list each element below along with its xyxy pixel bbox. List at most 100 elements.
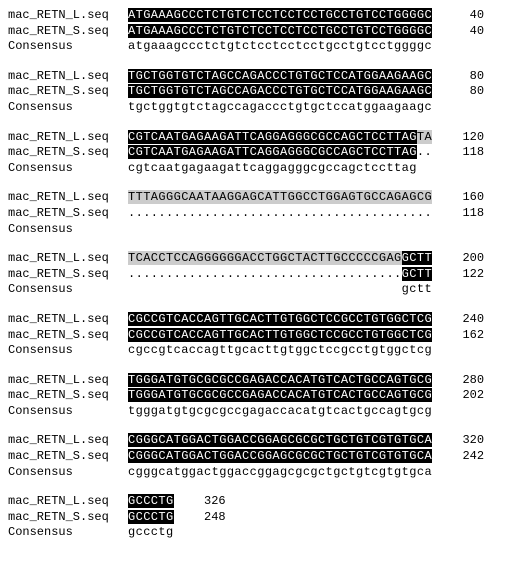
sequence-text: TGCTGGTGTCTAGCCAGACCCTGTGCTCCATGGAAGAAGC [128, 84, 432, 100]
sequence-text: CGGGCATGGACTGGACCGGAGCGCGCTGCTGTCGTGTGCA [128, 433, 432, 449]
alignment-block: mac_RETN_L.seqCGTCAATGAGAAGATTCAGGAGGGCG… [8, 130, 506, 177]
position-number: 162 [432, 328, 484, 344]
position-number: 118 [432, 145, 484, 161]
alignment-row: mac_RETN_S.seqTGCTGGTGTCTAGCCAGACCCTGTGC… [8, 84, 506, 100]
sequence-text: GCCCTG [128, 510, 174, 526]
alignment-row: mac_RETN_L.seqATGAAAGCCCTCTGTCTCCTCCTCCT… [8, 8, 506, 24]
sequence-text: cgtcaatgagaagattcaggagggcgccagctccttag [128, 161, 417, 177]
sequence-text: CGCCGTCACCAGTTGCACTTGTGGCTCCGCCTGTGGCTCG [128, 328, 432, 344]
alignment-block: mac_RETN_L.seqTCACCTCCAGGGGGGACCTGGCTACT… [8, 251, 506, 298]
sequence-label: mac_RETN_L.seq [8, 130, 128, 146]
sequence-label: Consensus [8, 39, 128, 55]
alignment-row: mac_RETN_S.seqATGAAAGCCCTCTGTCTCCTCCTCCT… [8, 24, 506, 40]
alignment-row: mac_RETN_L.seqCGCCGTCACCAGTTGCACTTGTGGCT… [8, 312, 506, 328]
position-number: 40 [432, 24, 484, 40]
sequence-text: gctt [128, 282, 432, 298]
alignment-row: Consensus gctt [8, 282, 506, 298]
alignment-block: mac_RETN_L.seqATGAAAGCCCTCTGTCTCCTCCTCCT… [8, 8, 506, 55]
position-number: 240 [432, 312, 484, 328]
alignment-row: mac_RETN_L.seqCGTCAATGAGAAGATTCAGGAGGGCG… [8, 130, 506, 146]
alignment-row: mac_RETN_S.seqCGGGCATGGACTGGACCGGAGCGCGC… [8, 449, 506, 465]
sequence-label: Consensus [8, 282, 128, 298]
sequence-text: gccctg [128, 525, 174, 541]
sequence-label: Consensus [8, 465, 128, 481]
sequence-label: mac_RETN_S.seq [8, 328, 128, 344]
sequence-text: TTTAGGGCAATAAGGAGCATTGGCCTGGAGTGCCAGAGCG [128, 190, 432, 206]
sequence-text: CGTCAATGAGAAGATTCAGGAGGGCGCCAGCTCCTTAG.. [128, 145, 432, 161]
alignment-row: mac_RETN_S.seq..........................… [8, 206, 506, 222]
sequence-label: mac_RETN_S.seq [8, 388, 128, 404]
sequence-text: cgggcatggactggaccggagcgcgctgctgtcgtgtgca [128, 465, 432, 481]
alignment-row: mac_RETN_S.seqCGCCGTCACCAGTTGCACTTGTGGCT… [8, 328, 506, 344]
sequence-text: atgaaagccctctgtctcctcctcctgcctgtcctggggc [128, 39, 432, 55]
position-number: 122 [432, 267, 484, 283]
position-number: 118 [432, 206, 484, 222]
alignment-row: mac_RETN_S.seqTGGGATGTGCGCGCCGAGACCACATG… [8, 388, 506, 404]
alignment-block: mac_RETN_L.seqCGGGCATGGACTGGACCGGAGCGCGC… [8, 433, 506, 480]
position-number: 80 [432, 84, 484, 100]
sequence-text: ....................................GCTT [128, 267, 432, 283]
position-number: 200 [432, 251, 484, 267]
position-number: 160 [432, 190, 484, 206]
sequence-label: mac_RETN_S.seq [8, 84, 128, 100]
alignment-row: mac_RETN_L.seqCGGGCATGGACTGGACCGGAGCGCGC… [8, 433, 506, 449]
alignment-row: mac_RETN_L.seqTCACCTCCAGGGGGGACCTGGCTACT… [8, 251, 506, 267]
alignment-block: mac_RETN_L.seqTGCTGGTGTCTAGCCAGACCCTGTGC… [8, 69, 506, 116]
alignment-row: Consensuscgccgtcaccagttgcacttgtggctccgcc… [8, 343, 506, 359]
sequence-label: mac_RETN_L.seq [8, 312, 128, 328]
alignment-row: Consensustgggatgtgcgcgccgagaccacatgtcact… [8, 404, 506, 420]
position-number: 40 [432, 8, 484, 24]
position-number: 320 [432, 433, 484, 449]
sequence-label: mac_RETN_S.seq [8, 267, 128, 283]
sequence-text: CGTCAATGAGAAGATTCAGGAGGGCGCCAGCTCCTTAGTA [128, 130, 432, 146]
sequence-label: Consensus [8, 161, 128, 177]
alignment-block: mac_RETN_L.seqCGCCGTCACCAGTTGCACTTGTGGCT… [8, 312, 506, 359]
alignment-row: mac_RETN_L.seqTGCTGGTGTCTAGCCAGACCCTGTGC… [8, 69, 506, 85]
sequence-text: TCACCTCCAGGGGGGACCTGGCTACTTGCCCCCGAGGCTT [128, 251, 432, 267]
sequence-text: tgggatgtgcgcgccgagaccacatgtcactgccagtgcg [128, 404, 432, 420]
alignment-block: mac_RETN_L.seqTTTAGGGCAATAAGGAGCATTGGCCT… [8, 190, 506, 237]
alignment-block: mac_RETN_L.seqTGGGATGTGCGCGCCGAGACCACATG… [8, 373, 506, 420]
position-number: 202 [432, 388, 484, 404]
position-number: 280 [432, 373, 484, 389]
sequence-text: CGGGCATGGACTGGACCGGAGCGCGCTGCTGTCGTGTGCA [128, 449, 432, 465]
sequence-label: mac_RETN_S.seq [8, 24, 128, 40]
sequence-label: mac_RETN_L.seq [8, 8, 128, 24]
alignment-row: Consensus [8, 222, 506, 238]
alignment-row: mac_RETN_L.seqTTTAGGGCAATAAGGAGCATTGGCCT… [8, 190, 506, 206]
alignment-row: mac_RETN_S.seqCGTCAATGAGAAGATTCAGGAGGGCG… [8, 145, 506, 161]
position-number: 248 [174, 510, 226, 526]
sequence-label: Consensus [8, 404, 128, 420]
sequence-text: cgccgtcaccagttgcacttgtggctccgcctgtggctcg [128, 343, 432, 359]
alignment-row: Consensustgctggtgtctagccagaccctgtgctccat… [8, 100, 506, 116]
sequence-label: mac_RETN_L.seq [8, 190, 128, 206]
position-number: 120 [432, 130, 484, 146]
alignment-row: mac_RETN_L.seqTGGGATGTGCGCGCCGAGACCACATG… [8, 373, 506, 389]
alignment-row: Consensuscgggcatggactggaccggagcgcgctgctg… [8, 465, 506, 481]
sequence-label: mac_RETN_S.seq [8, 510, 128, 526]
sequence-text: ATGAAAGCCCTCTGTCTCCTCCTCCTGCCTGTCCTGGGGC [128, 24, 432, 40]
alignment-row: mac_RETN_S.seq..........................… [8, 267, 506, 283]
sequence-text: TGGGATGTGCGCGCCGAGACCACATGTCACTGCCAGTGCG [128, 388, 432, 404]
sequence-label: mac_RETN_S.seq [8, 449, 128, 465]
sequence-label: Consensus [8, 100, 128, 116]
sequence-text: ........................................ [128, 206, 432, 222]
position-number: 326 [174, 494, 226, 510]
sequence-alignment: mac_RETN_L.seqATGAAAGCCCTCTGTCTCCTCCTCCT… [8, 8, 506, 541]
sequence-label: mac_RETN_S.seq [8, 206, 128, 222]
alignment-row: mac_RETN_L.seqGCCCTG326 [8, 494, 506, 510]
alignment-row: Consensuscgtcaatgagaagattcaggagggcgccagc… [8, 161, 506, 177]
sequence-text: TGGGATGTGCGCGCCGAGACCACATGTCACTGCCAGTGCG [128, 373, 432, 389]
alignment-row: Consensusatgaaagccctctgtctcctcctcctgcctg… [8, 39, 506, 55]
alignment-row: Consensusgccctg [8, 525, 506, 541]
sequence-text: TGCTGGTGTCTAGCCAGACCCTGTGCTCCATGGAAGAAGC [128, 69, 432, 85]
sequence-text: GCCCTG [128, 494, 174, 510]
position-number: 80 [432, 69, 484, 85]
sequence-label: mac_RETN_L.seq [8, 251, 128, 267]
position-number: 242 [432, 449, 484, 465]
sequence-label: Consensus [8, 525, 128, 541]
sequence-label: mac_RETN_S.seq [8, 145, 128, 161]
sequence-text: CGCCGTCACCAGTTGCACTTGTGGCTCCGCCTGTGGCTCG [128, 312, 432, 328]
sequence-label: Consensus [8, 222, 128, 238]
sequence-label: mac_RETN_L.seq [8, 433, 128, 449]
